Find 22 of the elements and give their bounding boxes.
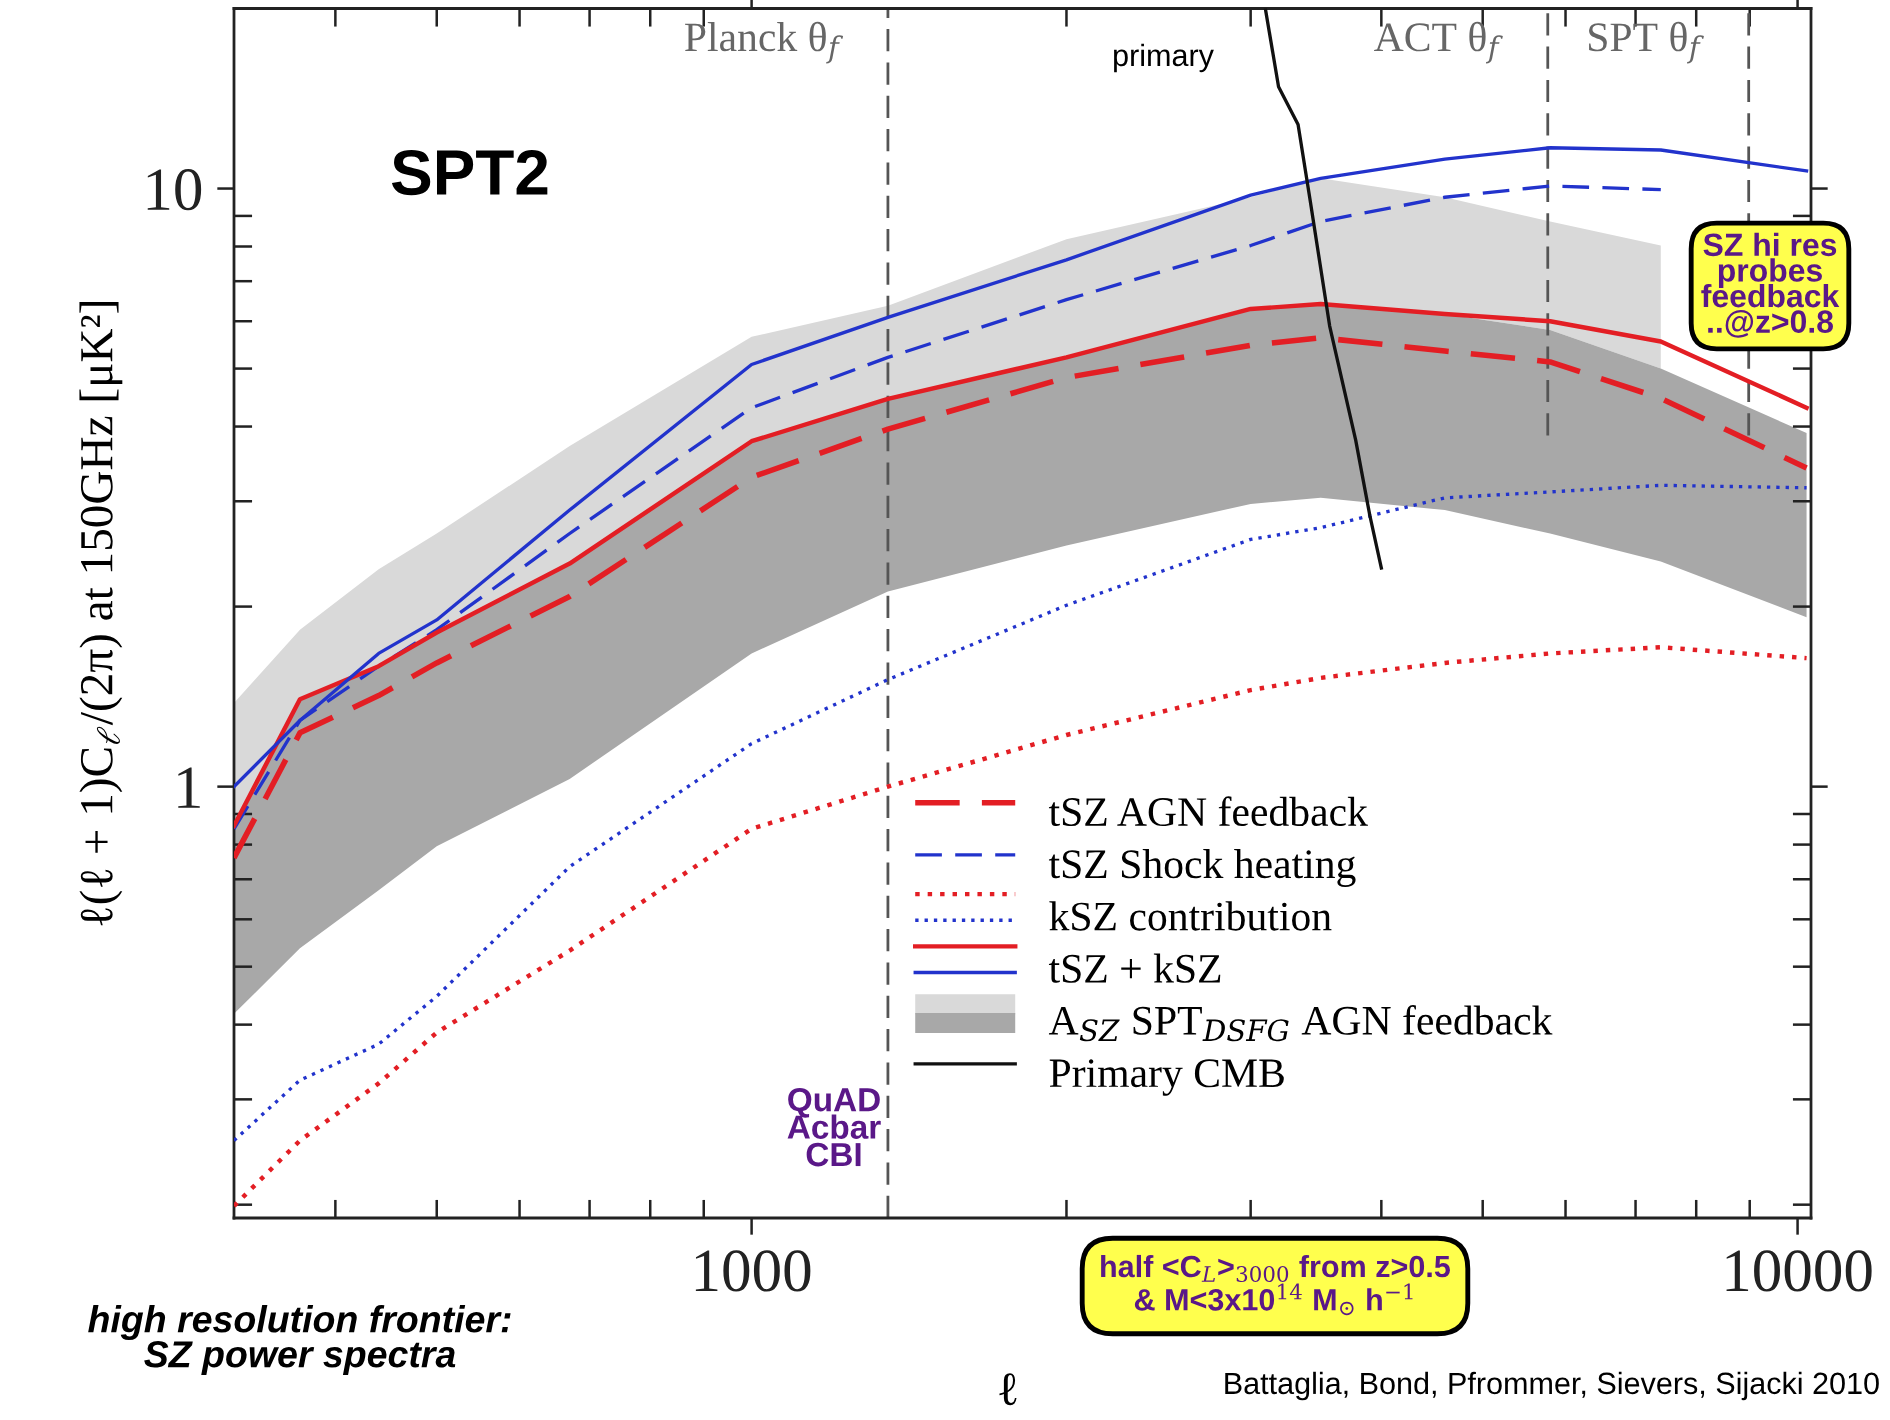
annotation: SZ hi res probes feedback ..@z>0.8 [1701,232,1840,338]
text: Battaglia, Bond, Pfrommer, Sievers, Sijacki 2010 [1225,1371,1879,1401]
annotation: QuAD Acbar CBI [787,1087,881,1167]
legend-label: A$_{SZ}$ SPT$_{DSFG}$ AGN feedback [1048,1005,1553,1042]
annotation: SPT2 [391,149,548,196]
x-tick-label: 10000 [1726,1250,1872,1292]
y-tick-label: 1 [178,767,200,808]
ref-line-label: SPT θ$_{f}$ [1589,21,1704,64]
legend-label: Primary CMB [1049,1059,1284,1096]
legend-label: tSZ Shock heating [1048,848,1356,887]
legend-label: kSZ contribution [1049,901,1332,931]
ref-line-label: ACT θ$_{f}$ [1374,21,1503,64]
legend-label: tSZ + kSZ [1048,953,1221,983]
text: half <C$_{L}$>$_{3000}$ from z>0.5 & M<3x10$^{14}$ M$_{⊙}$ h$^{−1}$ [1101,1254,1450,1316]
annotation: primary [1114,43,1214,73]
y-tick-label: 10 [147,169,202,211]
text: high resolution frontier: SZ power spectra [88,1305,511,1375]
ref-line-label: Planck θ$_{f}$ [685,21,844,64]
y-axis-title: ℓ(ℓ + 1)C$_{ℓ}$/(2π) at 150GHz [μK²] [79,302,123,926]
legend-label: tSZ AGN feedback [1048,796,1368,827]
x-axis-title: ℓ [999,1373,1017,1406]
x-tick-label: 1000 [695,1250,811,1292]
